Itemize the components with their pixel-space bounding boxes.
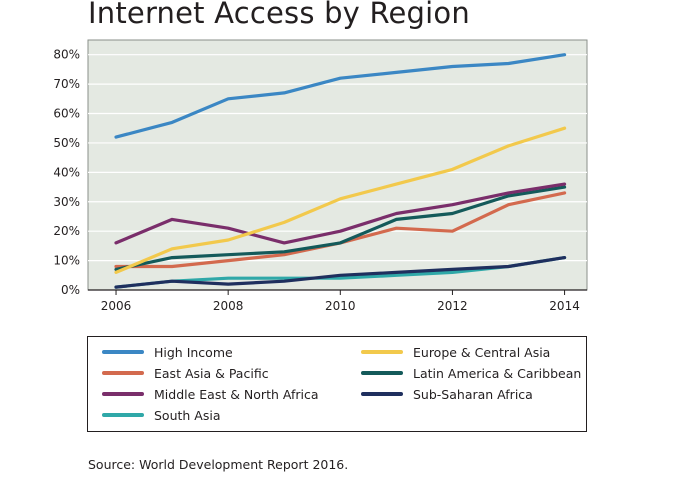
legend-swatch-sub-saharan-africa	[361, 392, 403, 396]
legend-item-middle-east-north-africa: Middle East & North Africa	[102, 385, 319, 403]
series-line-high-income	[114, 53, 567, 139]
legend-swatch-east-asia-pacific	[102, 371, 144, 375]
x-tick-label: 2006	[101, 299, 132, 313]
legend-swatch-high-income	[102, 350, 144, 354]
y-tick-label: 20%	[53, 224, 80, 238]
y-tick-label: 80%	[53, 48, 80, 62]
series-line-latin-america-caribbean	[114, 185, 567, 271]
legend-swatch-south-asia	[102, 413, 144, 417]
chart-legend: High Income Europe & Central Asia East A…	[87, 336, 587, 432]
series-line-europe-central-asia	[114, 126, 567, 274]
y-tick-label: 10%	[53, 254, 80, 268]
x-tick-label: 2010	[325, 299, 356, 313]
x-tick-label: 2008	[213, 299, 244, 313]
y-tick-label: 40%	[53, 165, 80, 179]
legend-label-high-income: High Income	[154, 344, 233, 360]
y-tick-label: 0%	[61, 283, 80, 297]
y-tick-label: 60%	[53, 107, 80, 121]
legend-label-latin-america-caribbean: Latin America & Caribbean	[413, 365, 582, 381]
y-tick-label: 70%	[53, 77, 80, 91]
x-tick-label: 2014	[549, 299, 580, 313]
legend-label-south-asia: South Asia	[154, 407, 221, 423]
legend-item-europe-central-asia: Europe & Central Asia	[361, 343, 550, 361]
line-chart: 0% 10% 20% 30% 40% 50% 60% 70% 80% 2006 2008 2010 20…	[53, 39, 588, 313]
legend-swatch-middle-east-north-africa	[102, 392, 144, 396]
legend-label-sub-saharan-africa: Sub-Saharan Africa	[413, 386, 533, 402]
legend-item-south-asia: South Asia	[102, 406, 221, 424]
legend-item-sub-saharan-africa: Sub-Saharan Africa	[361, 385, 533, 403]
legend-item-east-asia-pacific: East Asia & Pacific	[102, 364, 269, 382]
legend-item-high-income: High Income	[102, 343, 233, 361]
y-tick-label: 30%	[53, 195, 80, 209]
legend-label-middle-east-north-africa: Middle East & North Africa	[154, 386, 319, 402]
legend-swatch-europe-central-asia	[361, 350, 403, 354]
legend-label-europe-central-asia: Europe & Central Asia	[413, 344, 551, 360]
x-tick-label: 2012	[437, 299, 468, 313]
legend-swatch-latin-america-caribbean	[361, 371, 403, 375]
source-note: Source: World Development Report 2016.	[88, 457, 349, 472]
legend-label-east-asia-pacific: East Asia & Pacific	[154, 365, 269, 381]
chart-title: Internet Access by Region	[88, 0, 470, 30]
legend-item-latin-america-caribbean: Latin America & Caribbean	[361, 364, 581, 382]
y-tick-label: 50%	[53, 136, 80, 150]
series-line-middle-east-north-africa	[114, 182, 567, 245]
series-line-sub-saharan-africa	[114, 256, 567, 289]
